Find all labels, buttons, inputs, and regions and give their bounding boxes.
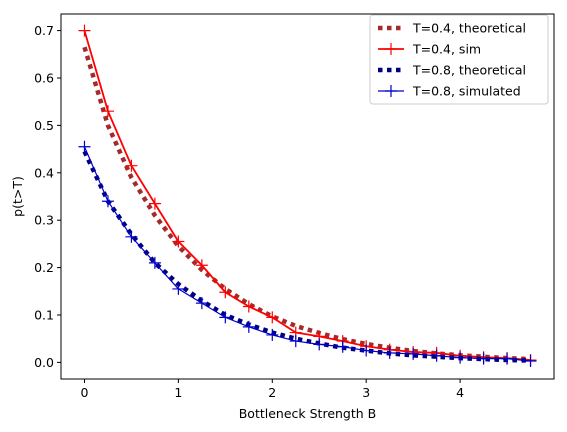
legend-item: T=0.8, theoretical — [378, 63, 526, 78]
data-point-marker — [101, 105, 114, 118]
data-point-marker — [172, 235, 185, 248]
data-point-marker — [289, 335, 302, 348]
x-axis-label: Bottleneck Strength B — [239, 406, 377, 421]
x-tick-label: 2 — [268, 385, 276, 400]
data-point-marker — [219, 311, 232, 324]
legend: T=0.4, theoretical T=0.4, sim T=0.8, theor… — [369, 14, 549, 105]
legend-label: T=0.4, theoretical — [412, 21, 526, 36]
series-line — [82, 46, 531, 362]
y-tick-label: 0.2 — [34, 260, 54, 275]
series-0 — [82, 46, 531, 362]
series-3 — [78, 140, 537, 367]
x-tick-label: 3 — [362, 385, 370, 400]
x-tick-label: 1 — [174, 385, 182, 400]
data-point-marker — [148, 197, 161, 210]
y-tick-label: 0.3 — [34, 213, 54, 228]
legend-label: T=0.4, sim — [412, 42, 481, 57]
data-point-marker — [266, 328, 279, 341]
data-point-marker — [172, 282, 185, 295]
legend-box — [369, 14, 549, 105]
data-point-marker — [266, 311, 279, 324]
data-point-marker — [219, 286, 232, 299]
series-line — [83, 146, 531, 362]
legend-item: T=0.4, sim — [378, 42, 481, 57]
data-point-marker — [78, 140, 91, 153]
data-point-marker — [477, 352, 490, 365]
plot-area — [78, 24, 537, 367]
data-point-marker — [101, 195, 114, 208]
x-tick-label: 4 — [456, 385, 464, 400]
data-point-marker — [242, 320, 255, 333]
y-tick-label: 0.7 — [34, 23, 54, 38]
data-point-marker — [78, 24, 91, 37]
tick-layer: 0 1 2 3 4 0.0 0.1 0.2 0.3 0.4 0.5 0.6 0.7 — [34, 23, 464, 400]
data-point-marker — [242, 300, 255, 313]
y-axis-label: p(t>T) — [10, 176, 25, 217]
data-point-marker — [454, 351, 467, 364]
legend-item: T=0.4, theoretical — [378, 21, 526, 36]
legend-label: T=0.8, simulated — [412, 84, 521, 99]
data-point-marker — [524, 354, 537, 367]
data-point-marker — [125, 159, 138, 172]
y-tick-label: 0.1 — [34, 308, 54, 323]
data-point-marker — [360, 344, 373, 357]
y-tick-label: 0.4 — [34, 165, 54, 180]
data-point-marker — [148, 256, 161, 269]
axes-frame — [60, 13, 555, 380]
data-point-marker — [407, 347, 420, 360]
legend-marker — [385, 85, 397, 97]
y-tick-label: 0.6 — [34, 70, 54, 85]
series-2 — [82, 150, 531, 363]
data-point-marker — [430, 349, 443, 362]
data-point-marker — [195, 259, 208, 272]
legend-marker — [385, 43, 397, 55]
legend-item: T=0.8, simulated — [378, 84, 521, 99]
y-tick-label: 0.0 — [34, 355, 54, 370]
y-tick-label: 0.5 — [34, 118, 54, 133]
data-point-marker — [383, 346, 396, 359]
series-line — [82, 150, 531, 363]
legend-label: T=0.8, theoretical — [412, 63, 526, 78]
x-tick-label: 0 — [80, 385, 88, 400]
data-point-marker — [195, 297, 208, 310]
data-point-marker — [125, 230, 138, 243]
data-point-marker — [501, 352, 514, 365]
data-point-marker — [336, 340, 349, 353]
data-point-marker — [313, 338, 326, 351]
